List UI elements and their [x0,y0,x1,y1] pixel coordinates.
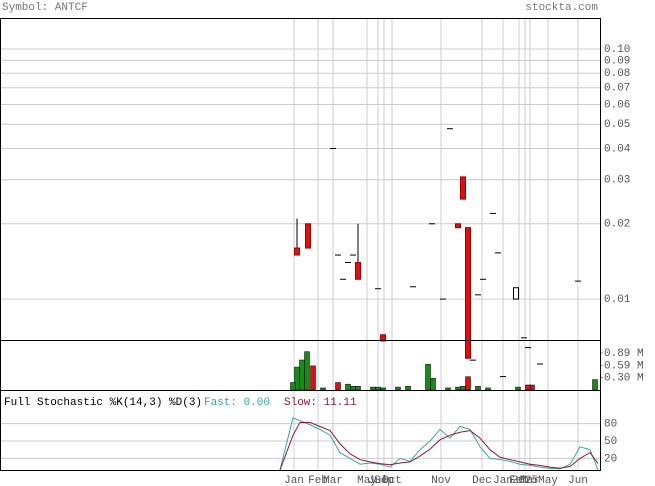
stochastic-line [279,421,599,471]
y-tick-label: 0.09 [604,55,630,67]
volume-bar [445,387,451,391]
volume-bar [290,382,296,391]
x-tick-label: Dec [472,475,492,486]
volume-bar [465,376,471,391]
x-tick-label: Oct [382,475,402,486]
volume-bar [460,386,466,391]
volume-bar [370,386,376,391]
x-tick-label: Jul [368,475,388,486]
volume-bar [405,386,411,391]
candle-body [465,227,471,359]
x-tick-label: Mar [323,475,343,486]
y-tick-label: 0.08 [604,68,630,80]
volume-bar [355,386,361,391]
y-tick-label: 0.59 M [604,360,644,372]
y-tick-label: 0.10 [604,44,630,56]
x-tick-label: Mar [520,475,540,486]
x-tick-label: Nov [431,475,451,486]
x-tick-label: Sep [374,475,394,486]
y-tick-label: 0.06 [604,99,630,111]
volume-bar [525,384,531,391]
x-tick-label: Jan [493,475,513,486]
candle-body [460,176,466,200]
volume-bar [299,359,305,391]
x-tick-label: Jun [568,475,588,486]
x-tick-label: May [357,475,377,486]
x-tick-label: Feb [509,475,529,486]
volume-bar [345,383,351,391]
candle-body [513,287,519,300]
y-tick-label: 0.02 [604,219,630,231]
frame [0,18,601,471]
volume-bar [592,379,598,391]
volume-bar [425,363,431,391]
volume-bar [320,387,326,391]
y-tick-label: 20 [604,453,617,465]
volume-bar [375,386,381,391]
slow-label: Slow: 11.11 [284,397,357,409]
volume-bar [310,365,316,391]
candle-body [455,223,461,229]
y-tick-label: 0.01 [604,294,631,306]
volume-bar [395,386,401,391]
y-tick-label: 0.89 M [604,348,644,360]
volume-bar [485,387,491,391]
volume-bar [430,378,436,391]
site: stockta.com [525,2,598,14]
y-tick-label: 0.03 [604,175,630,187]
x-tick-label: May [538,475,558,486]
y-tick-label: 80 [604,419,617,431]
y-tick-label: 0.05 [604,119,630,131]
volume-bar [335,382,341,391]
volume-bar [350,386,356,391]
volume-bar [304,351,310,391]
volume-bar [515,386,521,391]
y-tick-label: 0.04 [604,143,631,155]
x-tick-label: Jan [284,475,304,486]
y-tick-label: 50 [604,436,617,448]
x-tick-label: 2025 [512,475,538,486]
indicator-title: Full Stochastic %K(14,3) %D(3) [4,397,202,409]
candle-body [294,247,300,256]
y-tick-label: 0.07 [604,83,630,95]
x-tick-label: Feb [308,475,328,486]
fast-label: Fast: 0.00 [204,397,270,409]
y-tick-label: 0.30 M [604,372,644,384]
candle-body [305,223,311,249]
volume-bar [455,386,461,391]
symbol: Symbol: ANTCF [2,2,88,14]
candle-body [355,262,361,280]
volume-bar [475,386,481,391]
volume-bar [380,387,386,391]
stochastic-line [279,417,599,471]
